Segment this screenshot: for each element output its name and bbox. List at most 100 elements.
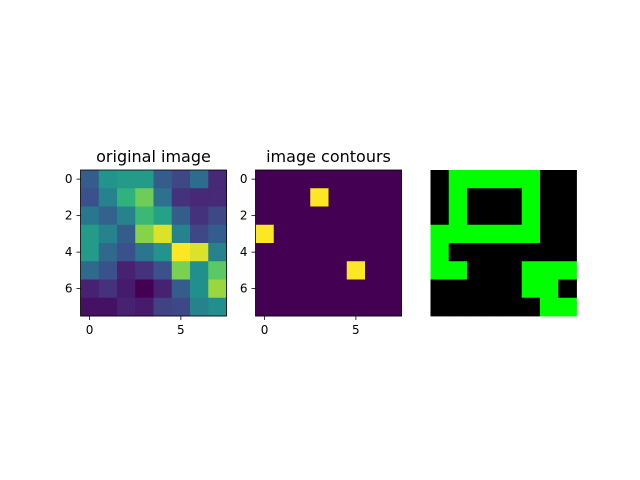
heatmap-cell bbox=[273, 297, 293, 317]
heatmap-cell bbox=[521, 261, 541, 280]
heatmap-cell bbox=[467, 206, 486, 226]
heatmap-cell bbox=[80, 206, 100, 226]
heatmap-cell bbox=[80, 261, 100, 280]
heatmap-cell bbox=[467, 297, 486, 317]
heatmap-cell bbox=[383, 170, 402, 189]
heatmap-cell bbox=[383, 224, 402, 244]
heatmap-cell bbox=[292, 188, 311, 207]
heatmap-cell bbox=[171, 188, 191, 207]
heatmap-cell bbox=[208, 206, 227, 226]
heatmap-cell bbox=[328, 206, 348, 226]
y-tick-label: 4 bbox=[240, 245, 248, 259]
y-tick-label: 0 bbox=[65, 172, 73, 186]
axes-frame bbox=[80, 169, 227, 317]
heatmap-cell bbox=[430, 243, 450, 262]
heatmap-cell bbox=[540, 297, 559, 317]
heatmap-cell bbox=[485, 188, 504, 207]
heatmap-cell bbox=[273, 206, 293, 226]
heatmap-cell bbox=[171, 170, 191, 189]
heatmap-cell bbox=[503, 188, 523, 207]
heatmap-cell bbox=[467, 224, 486, 244]
heatmap-cell bbox=[503, 224, 523, 244]
heatmap-cell bbox=[558, 261, 577, 280]
heatmap-cell bbox=[448, 243, 468, 262]
heatmap-cell bbox=[448, 206, 468, 226]
heatmap-cell bbox=[117, 188, 136, 207]
heatmap-cell bbox=[153, 261, 173, 280]
heatmap-cell bbox=[540, 206, 559, 226]
heatmap-cell bbox=[558, 188, 577, 207]
heatmap-cell bbox=[448, 224, 468, 244]
x-tick-label: 0 bbox=[86, 323, 94, 337]
heatmap-cell bbox=[190, 188, 209, 207]
heatmap-cell bbox=[292, 279, 311, 299]
heatmap-cell bbox=[117, 243, 136, 262]
heatmap-cell bbox=[255, 279, 275, 299]
heatmap-cell bbox=[365, 170, 384, 189]
heatmap-cell bbox=[255, 224, 275, 244]
heatmap-cell bbox=[153, 279, 173, 299]
heatmap-cell bbox=[273, 279, 293, 299]
heatmap-cell bbox=[467, 279, 486, 299]
heatmap-cell bbox=[383, 188, 402, 207]
heatmap-cell bbox=[346, 224, 366, 244]
heatmap-cell bbox=[171, 297, 191, 317]
heatmap-cell bbox=[346, 297, 366, 317]
heatmap-cell bbox=[365, 188, 384, 207]
chart-panel-1: original image 0 5 0 2 4 6 bbox=[65, 147, 227, 337]
heatmap-cell bbox=[135, 261, 154, 280]
heatmap-cell bbox=[383, 206, 402, 226]
heatmap-cell bbox=[383, 297, 402, 317]
heatmap-cell bbox=[255, 170, 275, 189]
heatmap-cell bbox=[135, 188, 154, 207]
heatmap-cell bbox=[135, 206, 154, 226]
heatmap-cell bbox=[521, 243, 541, 262]
heatmap-cell bbox=[135, 279, 154, 299]
heatmap-cell bbox=[273, 224, 293, 244]
heatmap-cell bbox=[208, 261, 227, 280]
heatmap-cell bbox=[383, 261, 402, 280]
heatmap-cell bbox=[558, 243, 577, 262]
heatmap-cell bbox=[448, 170, 468, 189]
heatmap-cell bbox=[485, 279, 504, 299]
heatmap-cell bbox=[346, 243, 366, 262]
heatmap-cell bbox=[485, 261, 504, 280]
heatmap-cell bbox=[98, 279, 118, 299]
heatmap-cell bbox=[467, 170, 486, 189]
heatmap-cell bbox=[171, 206, 191, 226]
heatmap-cell bbox=[153, 188, 173, 207]
heatmap-cell bbox=[171, 261, 191, 280]
y-tick-label: 4 bbox=[65, 245, 73, 259]
heatmap-cell bbox=[328, 243, 348, 262]
heatmap-cell bbox=[365, 297, 384, 317]
heatmap-cell bbox=[430, 224, 450, 244]
heatmap-cell bbox=[208, 297, 227, 317]
heatmap-cell bbox=[485, 224, 504, 244]
heatmap-cell bbox=[383, 243, 402, 262]
heatmap-cell bbox=[273, 261, 293, 280]
heatmap-cell bbox=[255, 261, 275, 280]
heatmap-cell bbox=[540, 243, 559, 262]
heatmap-cell bbox=[153, 206, 173, 226]
heatmap-cell bbox=[503, 243, 523, 262]
heatmap-cell bbox=[80, 188, 100, 207]
heatmap-cell bbox=[80, 297, 100, 317]
heatmap-cell bbox=[292, 243, 311, 262]
heatmap-cell bbox=[430, 261, 450, 280]
heatmap-cell bbox=[485, 206, 504, 226]
heatmap-cell bbox=[430, 188, 450, 207]
heatmap-cell bbox=[540, 188, 559, 207]
heatmap-cell bbox=[171, 224, 191, 244]
heatmap-cell bbox=[98, 224, 118, 244]
heatmap-cell bbox=[521, 206, 541, 226]
heatmap-cell bbox=[310, 188, 329, 207]
heatmap-cell bbox=[98, 297, 118, 317]
heatmap-cell bbox=[346, 170, 366, 189]
x-tick-label: 5 bbox=[352, 323, 360, 337]
heatmap-cell bbox=[448, 188, 468, 207]
heatmap-cell bbox=[208, 243, 227, 262]
heatmap-cell bbox=[153, 224, 173, 244]
heatmap-cell bbox=[485, 243, 504, 262]
heatmap-cell bbox=[521, 188, 541, 207]
chart-panel-3 bbox=[430, 170, 577, 317]
